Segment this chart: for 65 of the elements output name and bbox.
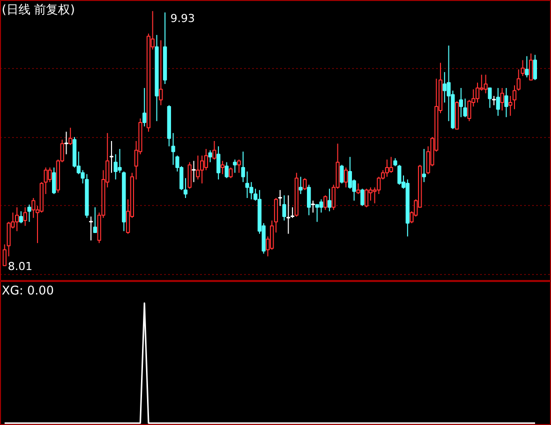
candlestick: [389, 156, 394, 174]
candlestick: [110, 140, 114, 174]
candlestick: [232, 159, 237, 174]
candlestick: [68, 127, 72, 146]
candlestick: [142, 87, 146, 127]
candlestick: [188, 162, 192, 190]
candlestick: [364, 188, 368, 208]
candlestick: [315, 204, 320, 222]
candlestick: [496, 87, 500, 116]
candlestick: [323, 194, 328, 210]
candlestick: [500, 87, 504, 112]
candlestick: [442, 72, 447, 104]
candlestick: [220, 160, 224, 175]
candlestick: [15, 206, 19, 232]
candlestick: [224, 162, 229, 179]
candlestick: [385, 159, 389, 178]
chart-title: (日线 前复权): [2, 2, 75, 16]
annotation: 8.01: [8, 260, 32, 274]
candlestick: [64, 131, 68, 155]
candlestick: [533, 54, 537, 81]
candlestick: [208, 150, 212, 163]
candlestick: [19, 210, 23, 224]
candlestick: [228, 167, 233, 179]
candlestick: [311, 200, 315, 214]
candlestick: [319, 198, 324, 214]
candlestick: [360, 188, 364, 206]
candlestick: [529, 53, 533, 81]
candlestick: [397, 164, 402, 186]
candlestick: [459, 87, 463, 118]
candlestick: [422, 148, 426, 183]
candlestick: [282, 194, 286, 222]
candlestick: [93, 206, 98, 233]
candlestick: [192, 160, 196, 183]
candlestick: [520, 60, 525, 77]
candlestick: [89, 216, 93, 241]
candlestick: [216, 146, 220, 180]
candlestick: [158, 40, 163, 106]
candlestick: [52, 167, 56, 195]
candlestick: [212, 140, 216, 160]
candlestick: [278, 190, 282, 206]
candlestick: [376, 176, 381, 195]
candlestick: [249, 182, 254, 200]
candlestick: [118, 148, 122, 174]
candlestick: [27, 204, 32, 222]
candlestick: [328, 188, 332, 212]
candlestick: [504, 87, 508, 118]
candlestick: [467, 99, 472, 122]
candlestick: [356, 182, 360, 195]
candlestick: [344, 167, 348, 188]
candlestick: [23, 206, 28, 226]
candlestick: [286, 194, 290, 234]
candlestick: [302, 178, 307, 191]
candlestick: [484, 74, 488, 94]
candlestick: [245, 170, 250, 198]
candlestick: [237, 159, 241, 174]
chart-title: XG: 0.00: [2, 284, 54, 298]
candlestick: [488, 87, 492, 108]
candlestick: [492, 95, 496, 106]
candlestick: [340, 164, 344, 184]
candlestick: [298, 176, 303, 195]
candlestick: [196, 155, 200, 180]
annotation: 9.93: [170, 12, 195, 26]
candlestick: [306, 184, 311, 216]
candlestick: [48, 167, 52, 183]
candlestick: [524, 56, 529, 78]
